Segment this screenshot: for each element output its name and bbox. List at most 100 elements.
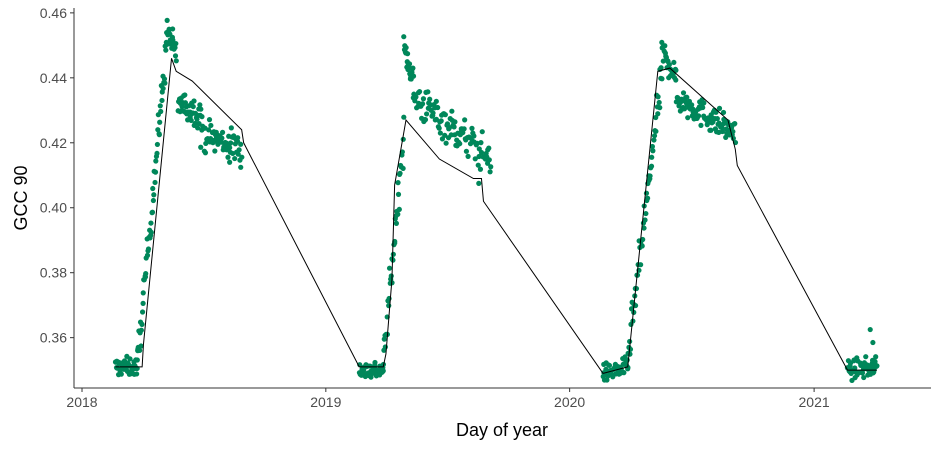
data-point (235, 135, 241, 141)
data-point (861, 374, 867, 381)
data-point (143, 271, 149, 277)
y-tick-label: 0.40 (40, 200, 67, 216)
data-point (433, 98, 439, 104)
data-point (139, 321, 145, 327)
data-point (172, 53, 179, 59)
data-point (720, 109, 727, 116)
data-point (127, 356, 133, 362)
data-point (681, 106, 688, 112)
y-axis-title: GCC 90 (11, 165, 31, 230)
data-point (435, 104, 441, 111)
data-point (403, 45, 409, 51)
data-point (236, 147, 242, 153)
data-point (651, 137, 657, 143)
data-point (228, 125, 234, 131)
x-axis-title: Day of year (456, 420, 548, 440)
data-point (404, 51, 411, 57)
data-point (173, 40, 179, 47)
data-point (208, 122, 214, 129)
data-point (657, 105, 663, 111)
x-tick-label: 2020 (554, 394, 585, 410)
data-point (645, 195, 651, 201)
y-tick-label: 0.42 (40, 135, 67, 151)
data-point (684, 94, 690, 100)
data-point (182, 92, 188, 98)
data-point (173, 58, 179, 64)
data-point (438, 118, 444, 124)
data-point (393, 220, 399, 226)
data-point (422, 117, 429, 123)
data-point (395, 211, 401, 217)
data-point (134, 371, 140, 377)
data-point (151, 192, 157, 198)
data-point (488, 164, 494, 170)
data-point (867, 326, 873, 333)
data-point (134, 357, 140, 363)
data-point (225, 154, 231, 160)
data-point (170, 37, 176, 43)
data-point (152, 179, 158, 186)
data-point (469, 125, 475, 131)
data-point (206, 117, 213, 123)
data-point (685, 115, 691, 121)
y-axis-ticks: 0.36 0.38 0.40 0.42 0.44 0.46 (40, 5, 74, 346)
data-point (140, 300, 146, 306)
data-point (386, 303, 392, 309)
data-point (410, 65, 416, 71)
data-point (380, 368, 386, 374)
data-point (650, 148, 656, 154)
data-point (606, 362, 613, 369)
data-point (487, 169, 493, 175)
data-point (161, 76, 168, 82)
data-point (457, 141, 463, 147)
data-point (486, 145, 492, 151)
data-point (656, 99, 662, 106)
data-point (416, 89, 423, 95)
data-point (437, 130, 443, 136)
data-point (461, 126, 467, 132)
data-point (653, 114, 659, 121)
data-point (662, 43, 668, 49)
data-point (155, 127, 161, 133)
data-point (700, 104, 706, 111)
data-point (442, 112, 448, 118)
data-point (198, 144, 204, 150)
data-point (192, 120, 198, 127)
data-point (397, 170, 403, 176)
axes (73, 8, 931, 389)
data-point (471, 133, 477, 139)
x-tick-label: 2021 (799, 394, 830, 410)
data-point (148, 229, 154, 235)
data-point (680, 90, 687, 96)
data-point (170, 26, 176, 32)
data-point (232, 155, 238, 162)
data-point (396, 206, 402, 213)
data-point (649, 143, 655, 150)
data-point (235, 151, 241, 157)
data-point (372, 359, 378, 366)
data-point (164, 17, 170, 23)
data-point (651, 133, 658, 139)
data-point (149, 209, 156, 215)
data-point (138, 343, 144, 349)
data-point (695, 113, 702, 119)
data-point (138, 327, 144, 333)
y-tick-label: 0.38 (40, 265, 67, 281)
data-point (870, 339, 876, 346)
series-line (115, 58, 877, 374)
data-point (424, 111, 430, 117)
data-point (859, 370, 866, 376)
y-tick-label: 0.36 (40, 330, 67, 346)
x-tick-label: 2019 (310, 394, 341, 410)
data-point (410, 73, 417, 79)
data-point (443, 140, 449, 146)
data-point (719, 128, 726, 135)
data-point (157, 103, 163, 109)
data-point (475, 162, 481, 168)
y-tick-label: 0.46 (40, 5, 67, 21)
data-point (419, 101, 426, 107)
data-point (212, 148, 218, 154)
data-point (219, 135, 225, 141)
data-point (159, 97, 165, 104)
